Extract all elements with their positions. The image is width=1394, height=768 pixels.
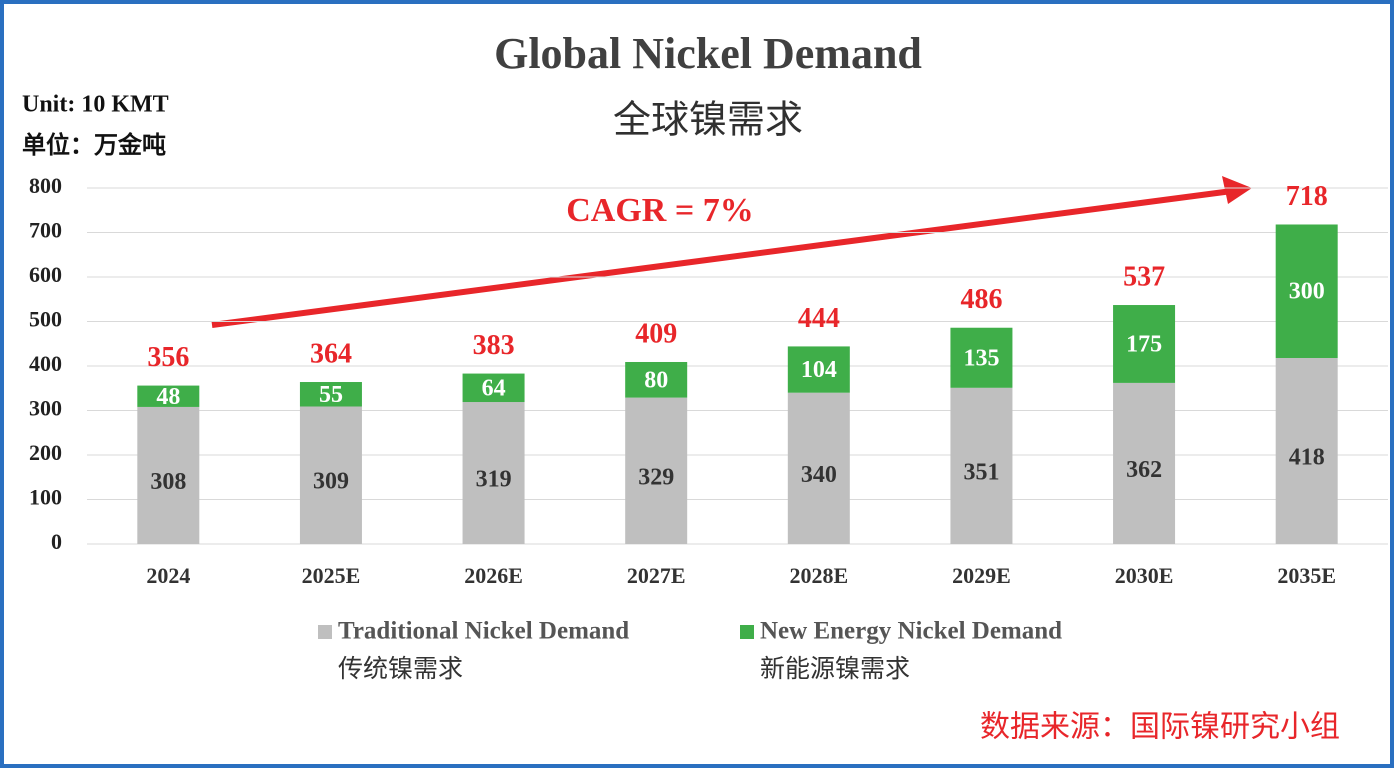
bar-segment — [787, 346, 850, 393]
bar-segment — [625, 361, 688, 398]
value-label: 175 — [1126, 331, 1162, 357]
value-label: 418 — [1289, 444, 1325, 470]
bar-segment — [1275, 224, 1338, 358]
value-label: 351 — [963, 459, 999, 485]
total-label: 356 — [147, 342, 189, 373]
bar-segment — [462, 402, 525, 544]
trend-arrow — [211, 188, 1233, 328]
y-tick-label: 0 — [51, 529, 62, 554]
bar-segment — [137, 406, 200, 544]
chart-subtitle: 全球镍需求 — [613, 98, 803, 142]
y-tick-label: 400 — [29, 351, 62, 376]
value-label: 362 — [1126, 457, 1162, 483]
x-tick-label: 2030E — [1115, 563, 1174, 588]
bar-segment — [1275, 357, 1338, 544]
source-note: 数据来源：国际镍研究小组 — [980, 710, 1340, 745]
y-tick-label: 200 — [29, 440, 62, 465]
bar-segment — [950, 387, 1013, 544]
total-label: 486 — [960, 284, 1002, 315]
bar-segment — [299, 382, 362, 407]
value-label: 55 — [319, 382, 343, 408]
value-label: 48 — [156, 384, 180, 410]
value-label: 80 — [644, 367, 668, 393]
legend-label: Traditional Nickel Demand — [338, 618, 629, 645]
y-tick-label: 800 — [29, 173, 62, 198]
y-tick-label: 100 — [29, 485, 62, 510]
cagr-annotation: CAGR = 7% — [566, 192, 753, 229]
value-label: 329 — [638, 464, 674, 490]
legend-label-zh: 新能源镍需求 — [760, 654, 910, 683]
total-label: 718 — [1286, 181, 1328, 212]
value-label: 340 — [801, 462, 837, 488]
legend-swatch — [740, 625, 754, 639]
x-tick-label: 2027E — [627, 563, 686, 588]
total-label: 537 — [1123, 261, 1165, 292]
value-label: 300 — [1289, 279, 1325, 305]
bar-segment — [299, 406, 362, 544]
legend-swatch — [318, 625, 332, 639]
unit-label: 单位：万金吨 — [22, 131, 166, 159]
total-label: 383 — [473, 330, 515, 361]
x-tick-label: 2025E — [302, 563, 361, 588]
value-label: 308 — [150, 469, 186, 495]
x-tick-label: 2024 — [146, 563, 190, 588]
total-label: 444 — [798, 303, 840, 334]
value-label: 309 — [313, 469, 349, 495]
trend-arrowhead — [1222, 176, 1252, 204]
value-label: 319 — [476, 467, 512, 493]
legend-label: New Energy Nickel Demand — [760, 618, 1062, 645]
bar-segment — [950, 327, 1013, 388]
y-tick-label: 300 — [29, 396, 62, 421]
y-tick-label: 700 — [29, 218, 62, 243]
y-tick-label: 600 — [29, 262, 62, 287]
bar-segment — [137, 385, 200, 407]
bar-segment — [1113, 305, 1176, 383]
x-tick-label: 2026E — [464, 563, 523, 588]
x-tick-label: 2029E — [952, 563, 1011, 588]
total-label: 364 — [310, 338, 352, 369]
bar-segment — [462, 373, 525, 403]
bar-segment — [1113, 382, 1176, 544]
chart-title: Global Nickel Demand — [494, 29, 922, 78]
x-tick-label: 2035E — [1277, 563, 1336, 588]
bar-segment — [625, 397, 688, 544]
y-tick-label: 500 — [29, 307, 62, 332]
unit-label: Unit: 10 KMT — [22, 92, 169, 118]
legend-label-zh: 传统镍需求 — [338, 654, 463, 683]
value-label: 104 — [801, 357, 837, 383]
total-label: 409 — [635, 318, 677, 349]
value-label: 64 — [482, 375, 506, 401]
x-tick-label: 2028E — [789, 563, 848, 588]
bar-segment — [787, 392, 850, 544]
value-label: 135 — [963, 345, 999, 371]
